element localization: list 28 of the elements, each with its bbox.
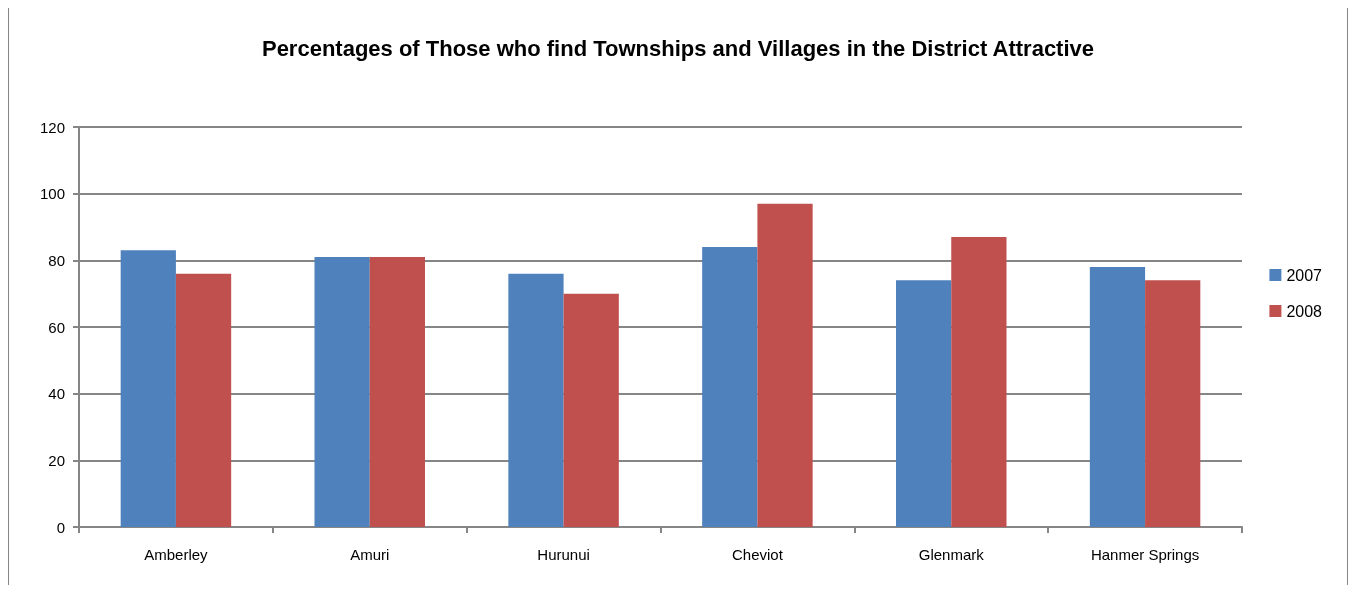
- bar: [508, 273, 564, 527]
- y-tick-label: 100: [39, 185, 65, 203]
- bar: [175, 273, 232, 527]
- y-tick-label: 0: [56, 518, 65, 536]
- x-tick-label: Amberley: [144, 546, 209, 563]
- bar: [896, 280, 952, 527]
- x-tick-label: Glenmark: [918, 546, 985, 563]
- x-tick-label: Hanmer Springs: [1090, 546, 1200, 563]
- y-tick-label: 20: [48, 451, 65, 469]
- legend-label: 2007: [1286, 266, 1323, 284]
- bar: [757, 203, 813, 527]
- bar: [369, 257, 425, 527]
- y-tick-label: 40: [48, 385, 65, 403]
- bar: [951, 237, 1007, 527]
- bar: [702, 247, 758, 527]
- bar: [314, 257, 370, 527]
- x-tick-label: Cheviot: [731, 546, 784, 563]
- x-tick-label: Hurunui: [537, 546, 590, 563]
- chart-title: Percentages of Those who find Townships and Villages in the District Attractive: [261, 35, 1095, 61]
- x-tick-label: Amuri: [350, 546, 390, 563]
- bar: [120, 250, 176, 527]
- y-tick-label: 60: [48, 318, 65, 336]
- bar: [1145, 280, 1201, 527]
- bar: [1089, 267, 1146, 527]
- bar: [563, 293, 619, 527]
- y-tick-label: 80: [48, 251, 65, 269]
- legend-label: 2008: [1286, 302, 1323, 320]
- y-tick-label: 120: [39, 118, 65, 136]
